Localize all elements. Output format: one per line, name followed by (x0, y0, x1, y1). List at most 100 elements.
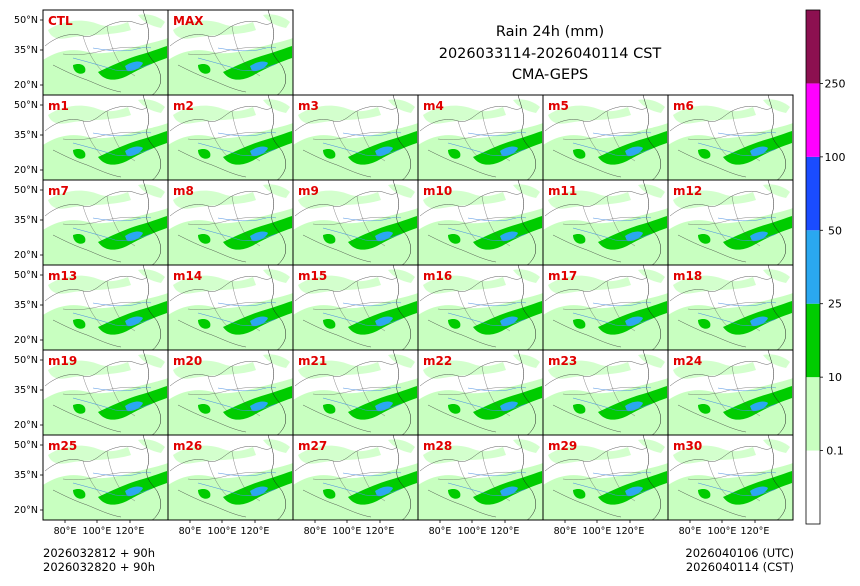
panel-label: m24 (673, 354, 702, 368)
panel-label: m15 (298, 269, 327, 283)
lon-tick-label: 100°E (458, 526, 487, 537)
panel-m11: m11 (542, 179, 669, 266)
lat-tick-label: 20°N (14, 335, 38, 346)
panel-label: m12 (673, 184, 702, 198)
lat-tick-label: 35°N (14, 385, 38, 396)
panel-m26: m26 (167, 434, 294, 521)
panel-label: m21 (298, 354, 327, 368)
panel-m3: m3 (292, 94, 419, 181)
lon-tick-label: 80°E (179, 526, 202, 537)
panel-label: m22 (423, 354, 452, 368)
lon-tick-label: 100°E (708, 526, 737, 537)
lat-tick-label: 35°N (14, 215, 38, 226)
lon-tick-label: 100°E (333, 526, 362, 537)
panel-m6: m6 (667, 94, 794, 181)
panel-label: m18 (673, 269, 702, 283)
panel-label: m30 (673, 439, 702, 453)
lat-tick-label: 35°N (14, 45, 38, 56)
colorbar-frame (805, 9, 821, 525)
panel-label: m17 (548, 269, 577, 283)
panel-label: m23 (548, 354, 577, 368)
lat-tick-label: 50°N (14, 15, 38, 26)
panel-m28: m28 (417, 434, 544, 521)
panel-m20: m20 (167, 349, 294, 436)
lon-tick-label: 80°E (679, 526, 702, 537)
colorbar-label: 100 (825, 151, 846, 164)
lat-tick-label: 20°N (14, 165, 38, 176)
panel-m24: m24 (667, 349, 794, 436)
panel-m22: m22 (417, 349, 544, 436)
panel-label: m20 (173, 354, 202, 368)
panel-m13: m13 (42, 264, 169, 351)
colorbar-segment (806, 230, 820, 304)
lon-tick-label: 80°E (304, 526, 327, 537)
panel-label: m11 (548, 184, 577, 198)
panel-m21: m21 (292, 349, 419, 436)
lat-tick-label: 20°N (14, 420, 38, 431)
chart-title: Rain 24h (mm) 2026033114-2026040114 CST … (300, 22, 800, 87)
panel-label: m27 (298, 439, 327, 453)
panel-label: m6 (673, 99, 694, 113)
colorbar-segment (806, 83, 820, 157)
init-time-utc: 2026032812 + 90h (43, 546, 156, 560)
panel-label: m28 (423, 439, 452, 453)
colorbar-label: 250 (825, 77, 846, 90)
lon-tick-label: 120°E (741, 526, 770, 537)
lon-tick-label: 120°E (491, 526, 520, 537)
panel-label: m7 (48, 184, 69, 198)
lat-tick-label: 50°N (14, 185, 38, 196)
panel-label: m16 (423, 269, 452, 283)
lat-tick-label: 20°N (14, 250, 38, 261)
init-time-cst: 2026032820 + 90h (43, 560, 156, 574)
panel-label: m14 (173, 269, 202, 283)
panel-label: m10 (423, 184, 452, 198)
panel-m14: m14 (167, 264, 294, 351)
lon-tick-label: 120°E (616, 526, 645, 537)
panel-label: m9 (298, 184, 319, 198)
title-variable: Rain 24h (mm) (495, 24, 605, 40)
panel-m1: m1 (42, 94, 169, 181)
panel-label: m4 (423, 99, 444, 113)
panel-m18: m18 (667, 264, 794, 351)
panel-m12: m12 (667, 179, 794, 266)
colorbar-segment (806, 303, 820, 378)
colorbar-label: 10 (828, 371, 842, 384)
panel-label: CTL (48, 14, 73, 28)
lat-tick-label: 35°N (14, 300, 38, 311)
lat-tick-label: 20°N (14, 80, 38, 91)
title-model: CMA-GEPS (511, 67, 589, 83)
panel-m17: m17 (542, 264, 669, 351)
panel-m27: m27 (292, 434, 419, 521)
panel-label: m8 (173, 184, 194, 198)
init-time-label: 2026032812 + 90h 2026032820 + 90h (43, 546, 155, 574)
colorbar-label: 0.1 (826, 445, 844, 458)
title-valid-period: 2026033114-2026040114 CST (438, 45, 662, 62)
colorbar-segment (806, 156, 820, 231)
lon-tick-label: 120°E (366, 526, 395, 537)
valid-time-utc: 2026040106 (UTC) (685, 546, 794, 560)
panel-m19: m19 (42, 349, 169, 436)
lat-tick-label: 20°N (14, 505, 38, 516)
colorbar-label: 25 (828, 298, 842, 311)
panel-m9: m9 (292, 179, 419, 266)
colorbar-segment (806, 10, 820, 84)
panel-m8: m8 (167, 179, 294, 266)
panel-label: m29 (548, 439, 577, 453)
lon-tick-label: 120°E (116, 526, 145, 537)
lon-tick-label: 80°E (429, 526, 452, 537)
lon-tick-label: 100°E (583, 526, 612, 537)
lon-tick-label: 100°E (208, 526, 237, 537)
lon-tick-label: 120°E (241, 526, 270, 537)
panel-border (667, 434, 794, 521)
lon-tick-label: 100°E (83, 526, 112, 537)
colorbar-label: 50 (828, 224, 842, 237)
panel-label: m5 (548, 99, 569, 113)
panel-m15: m15 (292, 264, 419, 351)
lat-tick-label: 50°N (14, 100, 38, 111)
panel-m30: m30 (667, 434, 794, 521)
panel-label: m2 (173, 99, 194, 113)
panel-label: m26 (173, 439, 202, 453)
lon-tick-label: 80°E (554, 526, 577, 537)
colorbar-segment (806, 377, 820, 451)
